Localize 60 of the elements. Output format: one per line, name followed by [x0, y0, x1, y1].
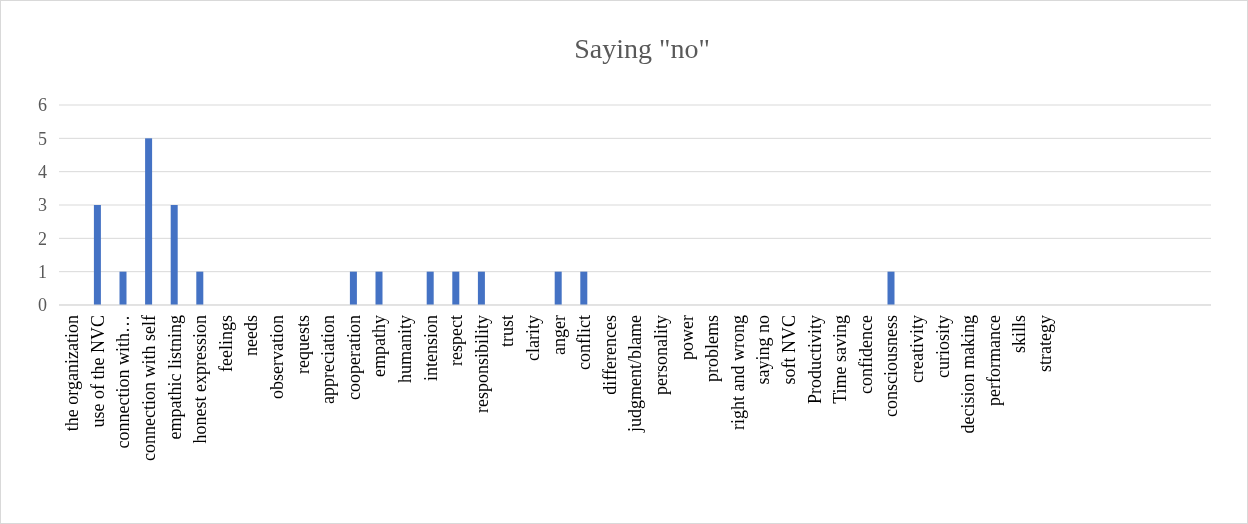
- x-tick-label: trust: [497, 315, 518, 348]
- x-tick-label: connection with…: [113, 315, 134, 449]
- x-tick-label: humanity: [394, 315, 415, 383]
- bar: [580, 271, 588, 305]
- x-tick-label: confidence: [855, 314, 876, 394]
- bar: [452, 271, 460, 305]
- x-tick-label: intension: [420, 315, 441, 381]
- y-tick-label: 3: [38, 195, 47, 216]
- y-tick-label: 1: [38, 261, 47, 282]
- y-tick-label: 2: [38, 228, 47, 249]
- x-tick-label: responsibility: [471, 315, 492, 413]
- bar: [93, 205, 101, 305]
- x-tick-label: clarity: [522, 315, 543, 361]
- x-tick-label: appreciation: [318, 315, 339, 404]
- bar: [477, 271, 485, 305]
- bar: [887, 271, 895, 305]
- x-tick-label: feelings: [215, 315, 236, 372]
- x-tick-label: problems: [702, 315, 723, 382]
- bar: [375, 271, 383, 305]
- y-tick-label: 0: [38, 295, 47, 316]
- x-tick-label: use of the NVC: [87, 315, 108, 428]
- x-tick-label: creativity: [906, 315, 927, 383]
- x-tick-label: consciousness: [881, 315, 902, 417]
- x-tick-label: Productivity: [804, 315, 825, 404]
- x-tick-label: anger: [548, 315, 569, 355]
- x-tick-label: honest expression: [190, 315, 211, 444]
- x-tick-label: the organization: [62, 315, 83, 432]
- x-tick-label: decision making: [958, 315, 979, 434]
- x-tick-label: power: [676, 315, 697, 360]
- bar: [196, 271, 204, 305]
- x-tick-label: conflict: [574, 315, 595, 370]
- x-tick-label: personality: [650, 315, 671, 395]
- bar: [426, 271, 434, 305]
- x-tick-label: empathy: [369, 315, 390, 377]
- bar: [119, 271, 127, 305]
- x-tick-label: soft NVC: [778, 315, 799, 385]
- x-tick-label: observation: [266, 315, 287, 399]
- x-tick-label: needs: [241, 315, 262, 356]
- x-tick-label: respect: [446, 315, 467, 366]
- x-tick-label: Time saving: [830, 315, 851, 404]
- bar: [170, 205, 178, 305]
- bar: [349, 271, 357, 305]
- y-tick-label: 4: [38, 161, 47, 182]
- x-tick-label: cooperation: [343, 315, 364, 400]
- bar: [145, 138, 153, 305]
- x-tick-label: curiosity: [932, 315, 953, 378]
- x-tick-label: differences: [599, 315, 620, 395]
- x-tick-label: empathic listning: [164, 315, 185, 440]
- x-tick-label: strategy: [1034, 315, 1055, 372]
- x-tick-label: saying no: [753, 315, 774, 385]
- y-tick-label: 5: [38, 128, 47, 149]
- x-tick-label: connection with self: [138, 315, 159, 461]
- x-tick-label: requests: [292, 315, 313, 374]
- x-tick-label: judgment/blame: [625, 315, 646, 433]
- x-tick-label: right and wrong: [727, 315, 748, 430]
- x-tick-label: performance: [983, 315, 1004, 406]
- x-tick-label: skills: [1009, 315, 1030, 354]
- bar: [554, 271, 562, 305]
- chart-title: Saying "no": [574, 33, 710, 64]
- y-tick-label: 6: [38, 95, 47, 116]
